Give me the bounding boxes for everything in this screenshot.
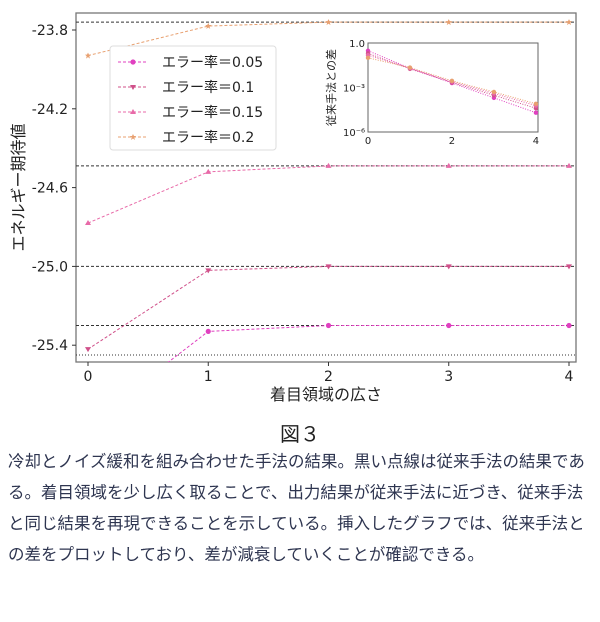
plot-area (76, 19, 576, 362)
data-point (566, 322, 572, 329)
data-point (130, 109, 136, 114)
inset-x-tick-label: 0 (365, 136, 371, 147)
data-point (445, 162, 452, 168)
inset-data-point (533, 101, 539, 106)
data-point (325, 162, 332, 168)
inset-series-line (367, 50, 537, 114)
inset-data-point (449, 78, 455, 84)
inset-frame (367, 42, 539, 133)
data-point (130, 59, 136, 65)
inset-series-line (367, 57, 537, 105)
inset-data-point (407, 65, 413, 70)
legend-label: エラー率＝0.05 (162, 54, 263, 71)
x-tick-label: 4 (565, 369, 574, 385)
inset-data-point (365, 55, 371, 61)
y-tick-label: -23.8 (32, 23, 68, 39)
data-point (205, 168, 212, 174)
y-tick-label: -24.2 (32, 102, 68, 118)
data-point (205, 23, 212, 30)
data-point (566, 162, 572, 168)
data-point (85, 52, 91, 59)
series-0 (167, 322, 572, 362)
x-axis-label: 着目領域の広さ (270, 385, 382, 404)
data-point (130, 85, 136, 90)
y-tick-label: -24.6 (32, 181, 68, 197)
x-tick-label: 1 (204, 369, 213, 385)
y-tick-label: -25.4 (32, 338, 68, 354)
legend-label: エラー率＝0.1 (162, 79, 254, 96)
figure-caption: 冷却とノイズ緩和を組み合わせた手法の結果。黒い点線は従来手法の結果である。着目領… (8, 452, 585, 564)
data-point (445, 264, 452, 270)
series-1 (85, 264, 572, 353)
y-tick-label: -25.0 (32, 259, 68, 275)
data-point (446, 322, 452, 329)
inset-y-tick-label: 10⁻⁶ (343, 128, 365, 139)
legend-label: エラー率＝0.15 (162, 104, 263, 121)
legend: エラー率＝0.05 エラー率＝0.1 エラー率＝0.15 エラー率＝0.2 (109, 45, 277, 151)
x-tick-label: 3 (444, 369, 453, 385)
inset-y-tick-label: 1.0 (349, 39, 365, 50)
data-point (85, 220, 91, 226)
series-line (87, 21, 569, 57)
data-point (325, 322, 332, 329)
legend-label: エラー率＝0.2 (162, 129, 254, 146)
inset-data-point (533, 110, 539, 115)
data-point (130, 134, 136, 140)
data-point (566, 19, 572, 26)
data-point (325, 264, 332, 270)
inset-x-tick-label: 2 (449, 136, 455, 147)
data-point (445, 19, 452, 26)
x-tick-label: 2 (324, 369, 333, 385)
legend-box (109, 45, 277, 151)
data-point (205, 268, 212, 274)
energy-chart: -23.8 -24.2 -24.6 -25.0 -25.4 0 1 2 3 4 着目領域の広さ エネル… (9, 12, 577, 404)
figure-label: 図３ (280, 422, 320, 446)
series-line (87, 265, 569, 350)
data-point (325, 19, 332, 26)
series-3 (85, 19, 572, 59)
inset-chart: 1.0 10⁻³ 10⁻⁶0 2 4 従来手法との差 (324, 39, 539, 147)
data-point (205, 328, 211, 335)
data-point (85, 347, 91, 353)
inset-x-tick-label: 4 (533, 136, 539, 147)
series-2 (85, 162, 572, 226)
data-point (566, 264, 572, 270)
inset-y-tick-label: 10⁻³ (343, 84, 365, 95)
inset-y-axis-label: 従来手法との差 (324, 49, 338, 126)
inset-data-point (491, 89, 497, 95)
x-tick-label: 0 (84, 369, 93, 385)
y-axis-label: エネルギー期待値 (9, 123, 28, 251)
